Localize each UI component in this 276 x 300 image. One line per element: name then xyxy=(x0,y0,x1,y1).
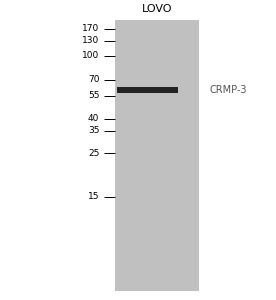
Bar xyxy=(115,20,199,291)
Text: CRMP-3: CRMP-3 xyxy=(210,85,247,95)
Text: 130: 130 xyxy=(82,36,99,45)
Text: 55: 55 xyxy=(88,92,99,100)
Text: 40: 40 xyxy=(88,114,99,123)
Text: 25: 25 xyxy=(88,148,99,158)
Text: 100: 100 xyxy=(82,51,99,60)
Text: 35: 35 xyxy=(88,126,99,135)
Text: 15: 15 xyxy=(88,192,99,201)
Text: 170: 170 xyxy=(82,24,99,33)
Bar xyxy=(117,87,178,93)
Text: 70: 70 xyxy=(88,75,99,84)
Text: LOVO: LOVO xyxy=(141,4,172,14)
